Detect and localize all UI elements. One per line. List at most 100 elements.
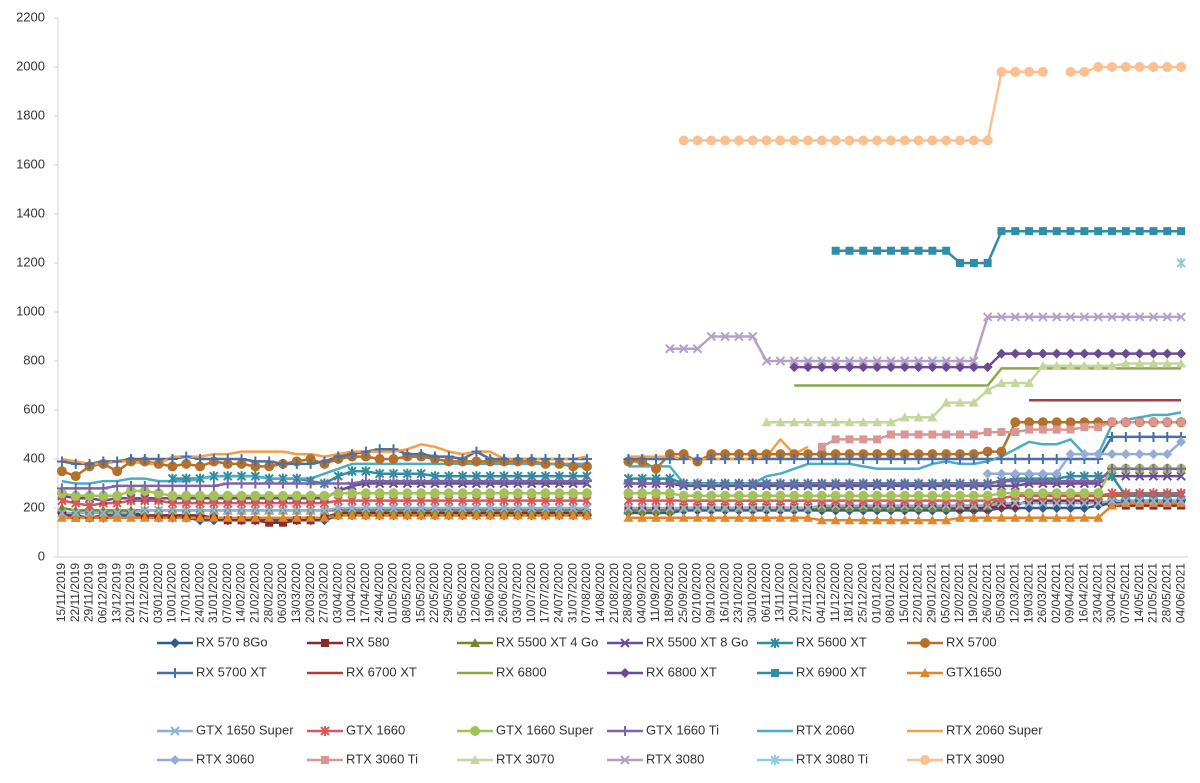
marker: [623, 478, 634, 489]
marker: [1108, 227, 1117, 236]
marker: [499, 503, 509, 513]
marker: [112, 512, 123, 522]
x-tick-label: 10/04/2020: [344, 563, 358, 623]
x-tick-label: 08/01/2021: [883, 563, 897, 623]
legend-label: RTX 3060 Ti: [346, 751, 418, 766]
marker: [1038, 312, 1048, 322]
marker: [858, 503, 869, 512]
marker: [1093, 449, 1104, 460]
marker: [761, 135, 772, 146]
marker: [941, 490, 952, 501]
marker: [678, 135, 689, 146]
legend-item: RTX 2060 Super: [907, 722, 1043, 737]
marker: [913, 503, 924, 512]
marker: [927, 478, 938, 489]
marker: [1162, 312, 1172, 322]
marker: [844, 490, 855, 501]
y-tick-label: 400: [23, 450, 45, 465]
marker: [1024, 417, 1035, 428]
marker: [651, 503, 661, 513]
marker: [430, 503, 440, 513]
marker: [997, 501, 1006, 510]
marker: [1011, 428, 1020, 437]
marker: [264, 512, 275, 522]
marker: [457, 510, 468, 520]
marker: [982, 135, 993, 146]
marker: [761, 356, 772, 366]
marker: [429, 510, 440, 520]
marker: [927, 503, 938, 512]
x-tick-label: 05/02/2021: [938, 563, 952, 623]
marker: [914, 430, 923, 439]
marker: [388, 505, 399, 515]
marker: [982, 478, 993, 489]
marker: [678, 490, 689, 501]
marker: [360, 505, 371, 515]
marker: [803, 503, 813, 513]
marker: [554, 488, 565, 499]
marker: [443, 505, 454, 515]
marker: [1079, 476, 1090, 487]
marker: [1121, 488, 1131, 499]
legend-label: RX 6800: [496, 664, 547, 679]
marker: [982, 490, 993, 501]
legend-label: RX 570 8Go: [196, 634, 268, 649]
marker: [720, 454, 731, 464]
marker: [1024, 66, 1035, 77]
y-tick-label: 1200: [16, 254, 45, 269]
marker: [899, 454, 910, 464]
x-tick-label: 10/01/2020: [165, 563, 179, 623]
legend-item: RX 5600 XT: [757, 634, 867, 649]
x-tick-label: 12/03/2021: [1007, 563, 1021, 623]
marker: [1010, 488, 1021, 499]
marker: [291, 458, 302, 469]
marker: [540, 488, 551, 499]
marker: [305, 512, 316, 522]
marker: [775, 512, 786, 522]
marker: [98, 512, 109, 522]
marker: [996, 348, 1007, 359]
marker: [471, 488, 482, 499]
marker: [955, 490, 966, 501]
marker: [1079, 348, 1090, 359]
marker: [969, 259, 978, 267]
marker: [167, 461, 178, 472]
series-line: [683, 65, 1182, 142]
marker: [1010, 348, 1021, 359]
legend-label: RTX 3090: [946, 751, 1004, 766]
marker: [264, 478, 275, 489]
marker: [582, 503, 592, 513]
x-tick-label: 16/10/2020: [717, 563, 731, 623]
marker: [983, 259, 992, 267]
marker: [941, 478, 952, 489]
legend-item: RX 580: [307, 634, 389, 649]
marker: [388, 488, 399, 499]
marker: [1135, 227, 1144, 236]
marker: [651, 478, 662, 489]
marker: [526, 505, 537, 515]
marker: [1134, 431, 1145, 442]
marker: [872, 515, 883, 525]
marker: [568, 454, 579, 464]
marker: [996, 468, 1007, 479]
marker: [1176, 436, 1187, 447]
marker: [98, 508, 109, 518]
marker: [140, 505, 150, 516]
marker: [983, 428, 992, 437]
marker: [540, 503, 551, 513]
marker: [872, 478, 883, 489]
marker: [858, 490, 869, 501]
marker: [969, 356, 979, 366]
marker: [139, 454, 150, 464]
marker: [651, 463, 662, 474]
marker: [374, 454, 385, 464]
marker: [1024, 348, 1035, 359]
x-tick-label: 17/07/2020: [538, 563, 552, 623]
marker: [321, 756, 329, 764]
marker: [720, 135, 731, 146]
marker: [167, 512, 178, 522]
marker: [955, 135, 966, 146]
legend-label: RX 5600 XT: [796, 634, 867, 649]
marker: [223, 505, 233, 516]
marker: [637, 512, 648, 522]
